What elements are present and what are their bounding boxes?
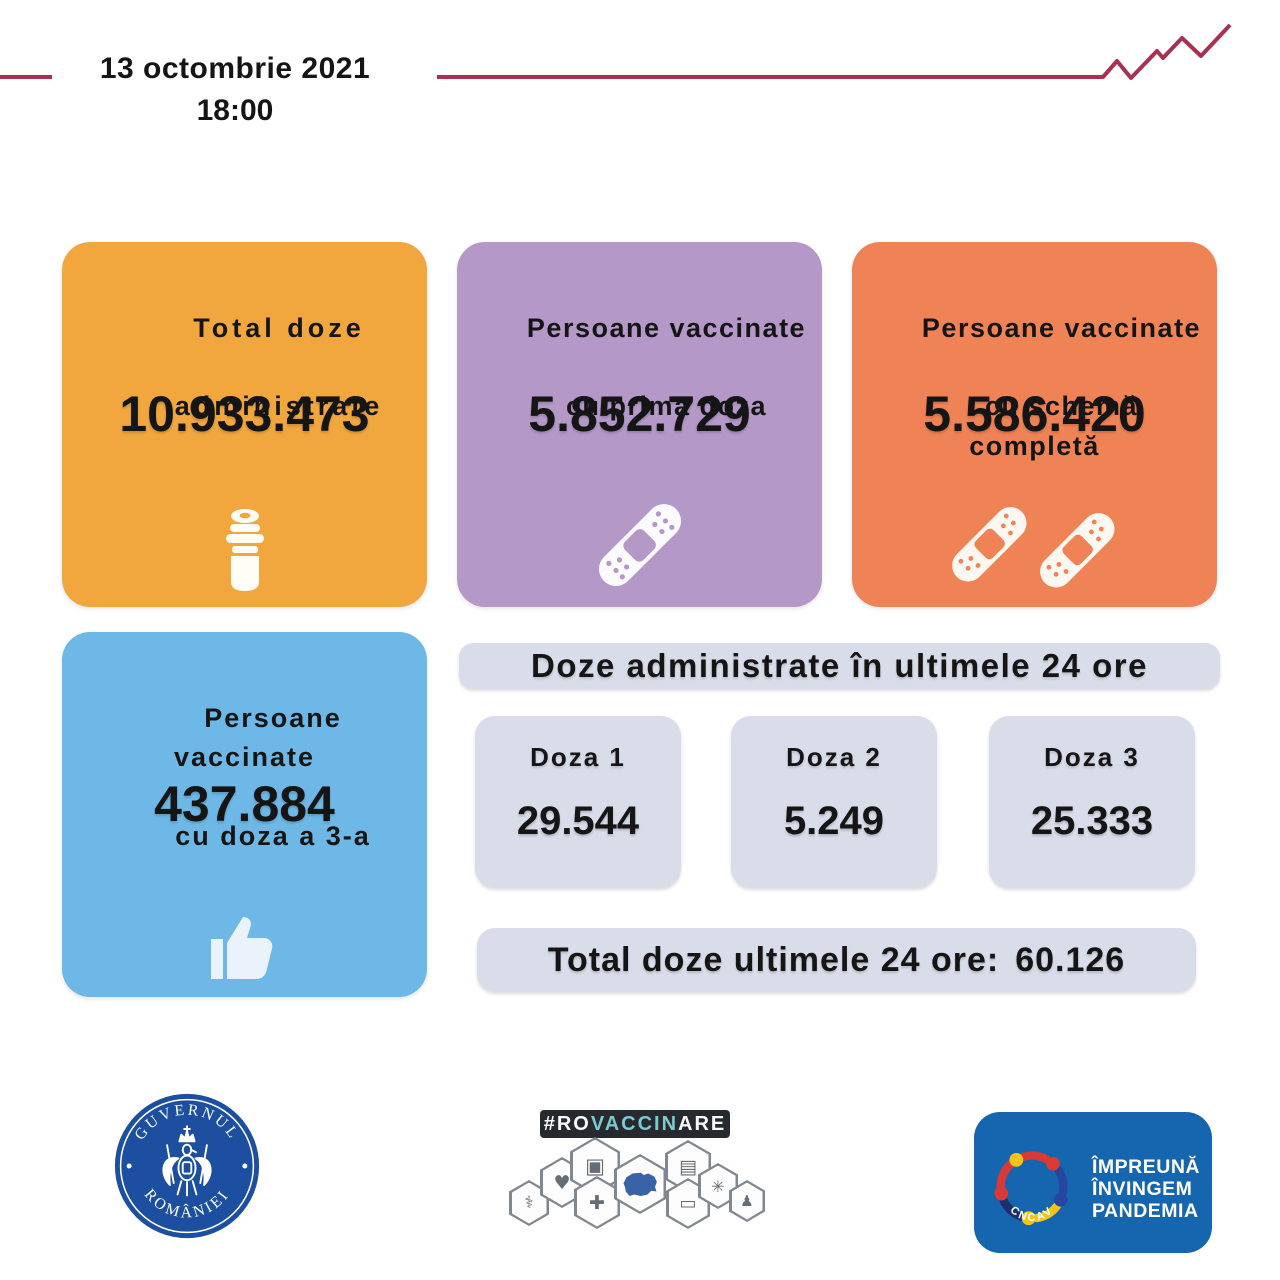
svg-text:CNCAV: CNCAV	[1008, 1204, 1056, 1224]
dose2-value: 5.249	[783, 799, 885, 843]
report-datetime: 13 octombrie 2021 18:00	[55, 52, 415, 128]
last24-total-bar: Total doze ultimele 24 ore: 60.126	[477, 928, 1196, 992]
medical-cross-icon: ✚	[574, 1176, 620, 1229]
government-of-romania-logo: GUVERNUL ROMÂNIEI	[114, 1093, 260, 1239]
cncav-logo: CNCAV ÎMPREUNĂ ÎNVINGEM PANDEMIA	[974, 1112, 1212, 1253]
card-title: Persoane vaccinate cu prima doza	[526, 313, 807, 422]
report-time: 18:00	[196, 94, 274, 127]
rovaccinare-hashtag-badge: #RO VACCIN ARE	[540, 1110, 730, 1138]
first-dose-value: 5.852.729	[528, 385, 751, 442]
dose2-card: Doza 2 5.249	[731, 716, 937, 888]
card-first-dose: Persoane vaccinate cu prima doza 5.852.7…	[457, 242, 822, 607]
cncav-acronym: CNCAV	[1008, 1204, 1054, 1224]
vial-icon	[62, 507, 427, 597]
card-third-dose: Persoane vaccinate cu doza a 3-a 437.884	[62, 632, 427, 997]
card-title: Persoane vaccinate cu schemă completă	[921, 313, 1202, 461]
last24-header: Doze administrate în ultimele 24 ore	[459, 643, 1220, 689]
last24-total-label: Total doze ultimele 24 ore:	[547, 940, 1000, 979]
dose1-card: Doza 1 29.544	[475, 716, 681, 888]
card-total-doses: Total doze administrate 10.933.473	[62, 242, 427, 607]
dose1-value: 29.544	[516, 799, 640, 843]
card-title: Total doze administrate	[174, 313, 384, 422]
third-dose-value: 437.884	[154, 775, 335, 832]
total-doses-value: 10.933.473	[119, 385, 370, 442]
card-full-schema: Persoane vaccinate cu schemă completă 5.…	[852, 242, 1217, 607]
rovaccinare-logo: #RO VACCIN ARE ⚕ ♥ ▣ ✚ ▤ ▭ ✳ ♟	[498, 1106, 788, 1246]
cncav-emblem-icon: CNCAV	[994, 1151, 1068, 1226]
full-schema-value: 5.586.420	[923, 385, 1146, 442]
romania-map-icon	[614, 1154, 666, 1214]
last24-total-value: 60.126	[1015, 940, 1126, 979]
dose3-value: 25.333	[1030, 799, 1154, 843]
card-title: Persoane vaccinate cu doza a 3-a	[173, 703, 371, 851]
cncav-slogan: ÎMPREUNĂ ÎNVINGEM PANDEMIA	[1092, 1156, 1201, 1222]
double-bandage-icon	[852, 493, 1217, 597]
trend-line-decoration	[0, 23, 1232, 80]
dose3-card: Doza 3 25.333	[989, 716, 1195, 888]
dose2-label: Doza 2	[786, 742, 882, 772]
dose3-label: Doza 3	[1044, 742, 1140, 772]
coat-of-arms-eagle-icon	[162, 1125, 212, 1197]
report-date: 13 octombrie 2021	[99, 52, 371, 85]
bandage-icon	[457, 493, 822, 597]
dose1-label: Doza 1	[530, 742, 626, 772]
thumbs-up-icon	[62, 903, 427, 987]
community-icon: ♟	[729, 1180, 765, 1222]
